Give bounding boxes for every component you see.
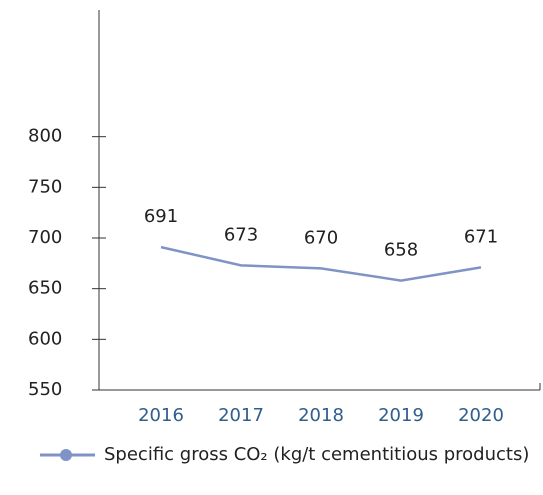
data-label: 658 xyxy=(384,240,418,261)
legend-label: Specific gross CO₂ (kg/t cementitious pr… xyxy=(104,444,529,465)
y-tick-label: 650 xyxy=(28,278,62,299)
y-tick-label: 700 xyxy=(28,227,62,248)
x-tick-label: 2017 xyxy=(218,405,264,426)
y-tick-label: 550 xyxy=(28,379,62,400)
data-label: 671 xyxy=(464,226,498,247)
y-tick-label: 800 xyxy=(28,126,62,147)
x-tick-label: 2018 xyxy=(298,405,344,426)
data-label: 670 xyxy=(304,227,338,248)
legend-marker xyxy=(60,449,72,461)
x-tick-label: 2016 xyxy=(138,405,184,426)
y-tick-label: 600 xyxy=(28,328,62,349)
y-tick-label: 750 xyxy=(28,176,62,197)
series-line xyxy=(160,245,482,282)
data-label: 673 xyxy=(224,224,258,245)
x-tick-label: 2019 xyxy=(378,405,424,426)
data-label: 691 xyxy=(144,206,178,227)
x-tick-label: 2020 xyxy=(458,405,504,426)
